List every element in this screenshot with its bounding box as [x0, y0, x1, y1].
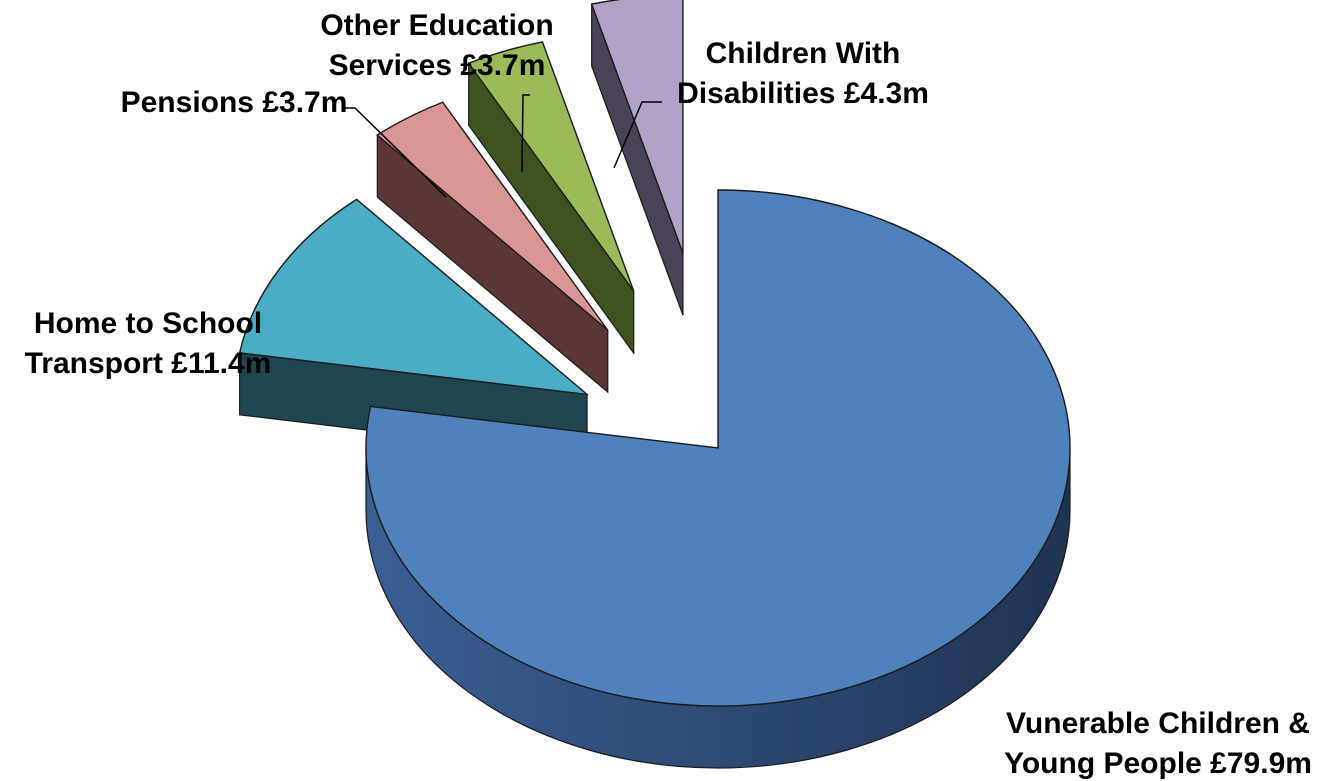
- pie-slice: [467, 41, 635, 292]
- leader-line: [345, 107, 447, 198]
- slice-label: Children With Disabilities £4.3m: [677, 37, 929, 110]
- leader-line: [613, 101, 662, 169]
- pie-slice: [365, 189, 1071, 707]
- pie-slice: [590, 0, 684, 254]
- slice-label: Other Education Services £3.7m: [320, 9, 553, 82]
- leader-line: [521, 94, 530, 173]
- leader-lines: [345, 94, 662, 198]
- pie-slice: [238, 198, 590, 396]
- slice-label: Pensions £3.7m: [121, 86, 348, 119]
- slice-labels: Vunerable Children & Young People £79.9m H…: [25, 9, 1312, 780]
- pie-slices: [238, 0, 1071, 707]
- slice-label: Vunerable Children & Young People £79.9m: [1004, 707, 1312, 780]
- slice-label: Home to School Transport £11.4m: [25, 307, 272, 380]
- pie-slice: [376, 101, 609, 331]
